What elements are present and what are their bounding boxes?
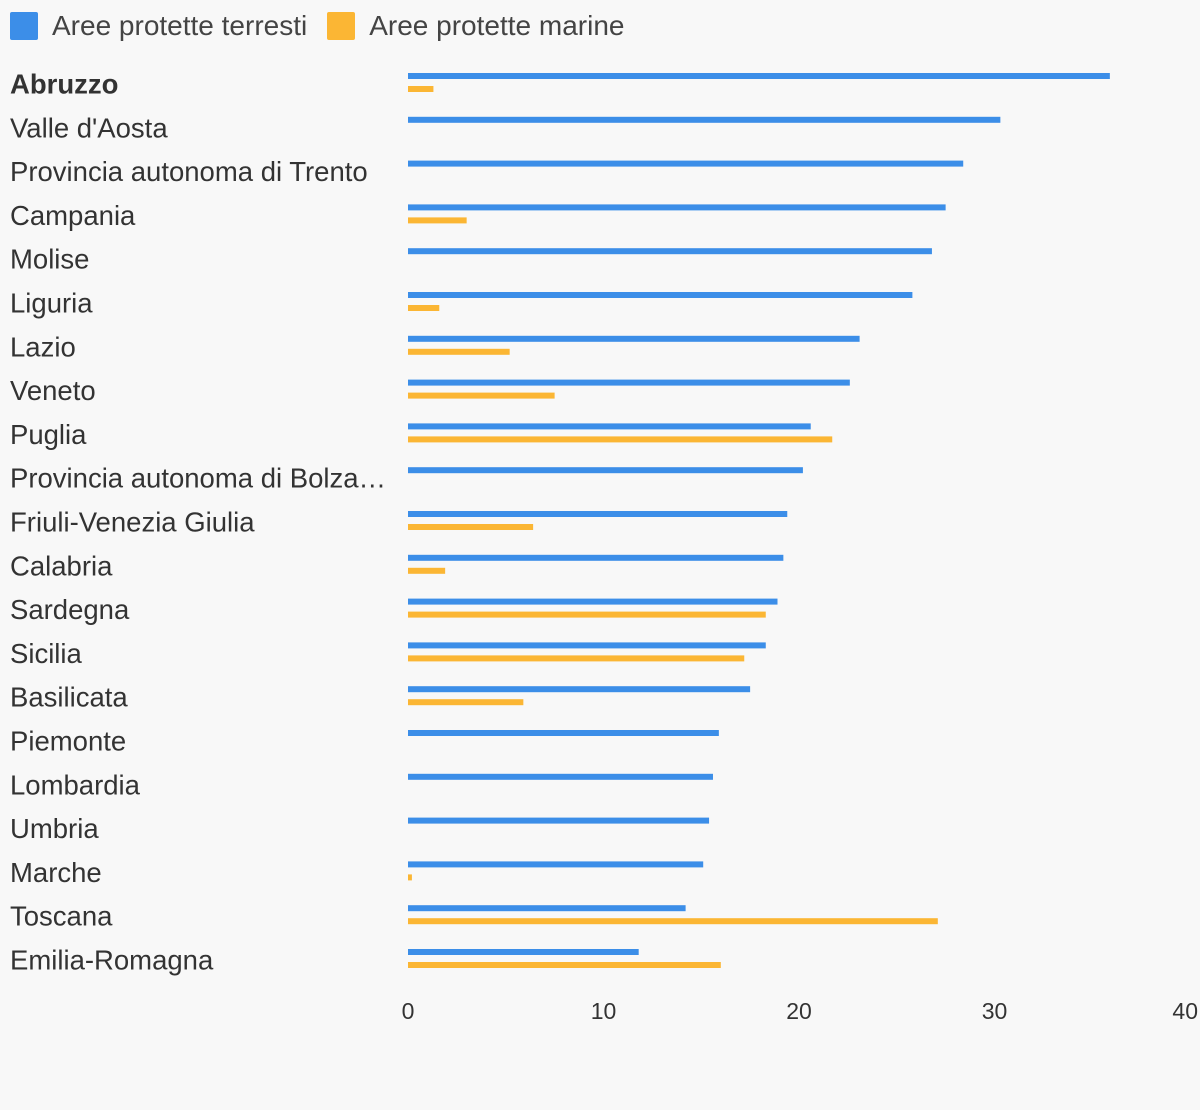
bar-terrestri-marche[interactable] bbox=[408, 861, 704, 868]
category-label-liguria: Liguria bbox=[10, 288, 93, 319]
bar-terrestri-emilia-romagna[interactable] bbox=[408, 949, 639, 955]
x-tick-label-20: 20 bbox=[786, 998, 812, 1024]
category-label-sardegna: Sardegna bbox=[10, 594, 130, 625]
bar-terrestri-provincia-autonoma-di-bolza[interactable] bbox=[408, 467, 803, 474]
bar-marine-basilicata[interactable] bbox=[408, 699, 524, 706]
legend-item-marine[interactable]: Aree protette marine bbox=[327, 10, 624, 42]
legend-label-marine: Aree protette marine bbox=[369, 10, 625, 41]
category-label-umbria: Umbria bbox=[10, 813, 99, 844]
bar-marine-sicilia[interactable] bbox=[408, 655, 745, 662]
bar-terrestri-abruzzo[interactable] bbox=[408, 73, 1110, 79]
category-label-lombardia: Lombardia bbox=[10, 769, 141, 800]
bar-marine-calabria[interactable] bbox=[408, 567, 446, 574]
bar-marine-emilia-romagna[interactable] bbox=[408, 962, 721, 968]
bar-terrestri-calabria[interactable] bbox=[408, 554, 784, 561]
category-label-calabria: Calabria bbox=[10, 550, 113, 581]
bar-marine-lazio[interactable] bbox=[408, 348, 510, 355]
legend-swatch-marine bbox=[327, 12, 356, 40]
bar-terrestri-liguria[interactable] bbox=[408, 292, 913, 298]
bar-terrestri-puglia[interactable] bbox=[408, 423, 811, 430]
legend-item-terrestri[interactable]: Aree protette terresti bbox=[10, 10, 307, 42]
bar-terrestri-campania[interactable] bbox=[408, 204, 946, 211]
bar-terrestri-provincia-autonoma-di-trento[interactable] bbox=[408, 160, 964, 167]
chart-legend: Aree protette terresti Aree protette mar… bbox=[10, 8, 624, 44]
bar-marine-liguria[interactable] bbox=[408, 305, 440, 311]
x-tick-label-0: 0 bbox=[402, 998, 415, 1024]
bars-group bbox=[408, 73, 1110, 968]
bar-terrestri-sicilia[interactable] bbox=[408, 642, 766, 649]
bar-terrestri-valle-d-aosta[interactable] bbox=[408, 116, 1001, 123]
category-label-marche: Marche bbox=[10, 857, 102, 888]
bar-marine-abruzzo[interactable] bbox=[408, 86, 434, 92]
category-label-provincia-autonoma-di-trento: Provincia autonoma di Trento bbox=[10, 156, 368, 187]
category-label-veneto: Veneto bbox=[10, 375, 96, 406]
bar-marine-friuli-venezia-giulia[interactable] bbox=[408, 524, 534, 530]
bar-terrestri-veneto[interactable] bbox=[408, 379, 850, 386]
bar-terrestri-lombardia[interactable] bbox=[408, 773, 713, 780]
bar-terrestri-piemonte[interactable] bbox=[408, 730, 719, 736]
category-label-campania: Campania bbox=[10, 200, 136, 231]
bar-marine-sardegna[interactable] bbox=[408, 611, 766, 618]
category-label-provincia-autonoma-di-bolza: Provincia autonoma di Bolza… bbox=[10, 463, 386, 494]
bar-terrestri-basilicata[interactable] bbox=[408, 686, 751, 693]
bar-marine-toscana[interactable] bbox=[408, 918, 938, 925]
bar-terrestri-friuli-venezia-giulia[interactable] bbox=[408, 511, 788, 517]
legend-label-terrestri: Aree protette terresti bbox=[52, 10, 308, 41]
category-labels: Abruzzo Valle d'Aosta Provincia autonoma d… bbox=[10, 69, 386, 976]
bar-terrestri-toscana[interactable] bbox=[408, 905, 686, 912]
bar-marine-puglia[interactable] bbox=[408, 436, 833, 443]
legend-swatch-terrestri bbox=[10, 12, 38, 40]
category-label-friuli-venezia-giulia: Friuli-Venezia Giulia bbox=[10, 507, 255, 538]
category-label-basilicata: Basilicata bbox=[10, 682, 128, 713]
category-label-molise: Molise bbox=[10, 244, 89, 275]
bar-marine-marche[interactable] bbox=[408, 874, 412, 881]
bar-terrestri-umbria[interactable] bbox=[408, 817, 710, 824]
category-label-lazio: Lazio bbox=[10, 331, 76, 362]
category-label-sicilia: Sicilia bbox=[10, 638, 83, 669]
category-label-valle-d-aosta: Valle d'Aosta bbox=[10, 112, 168, 143]
category-label-abruzzo: Abruzzo bbox=[10, 69, 118, 100]
category-label-piemonte: Piemonte bbox=[10, 726, 126, 757]
category-label-toscana: Toscana bbox=[10, 901, 113, 932]
bar-marine-veneto[interactable] bbox=[408, 392, 555, 399]
x-tick-label-40: 40 bbox=[1172, 998, 1198, 1024]
bar-terrestri-sardegna[interactable] bbox=[408, 598, 778, 605]
bar-marine-campania[interactable] bbox=[408, 217, 467, 224]
x-tick-label-30: 30 bbox=[982, 998, 1008, 1024]
category-label-puglia: Puglia bbox=[10, 419, 87, 450]
category-label-emilia-romagna: Emilia-Romagna bbox=[10, 945, 214, 976]
x-tick-label-10: 10 bbox=[591, 998, 617, 1024]
bar-terrestri-molise[interactable] bbox=[408, 248, 932, 255]
x-axis-ticks: 0 10 20 30 40 bbox=[402, 998, 1198, 1024]
bar-terrestri-lazio[interactable] bbox=[408, 335, 860, 342]
